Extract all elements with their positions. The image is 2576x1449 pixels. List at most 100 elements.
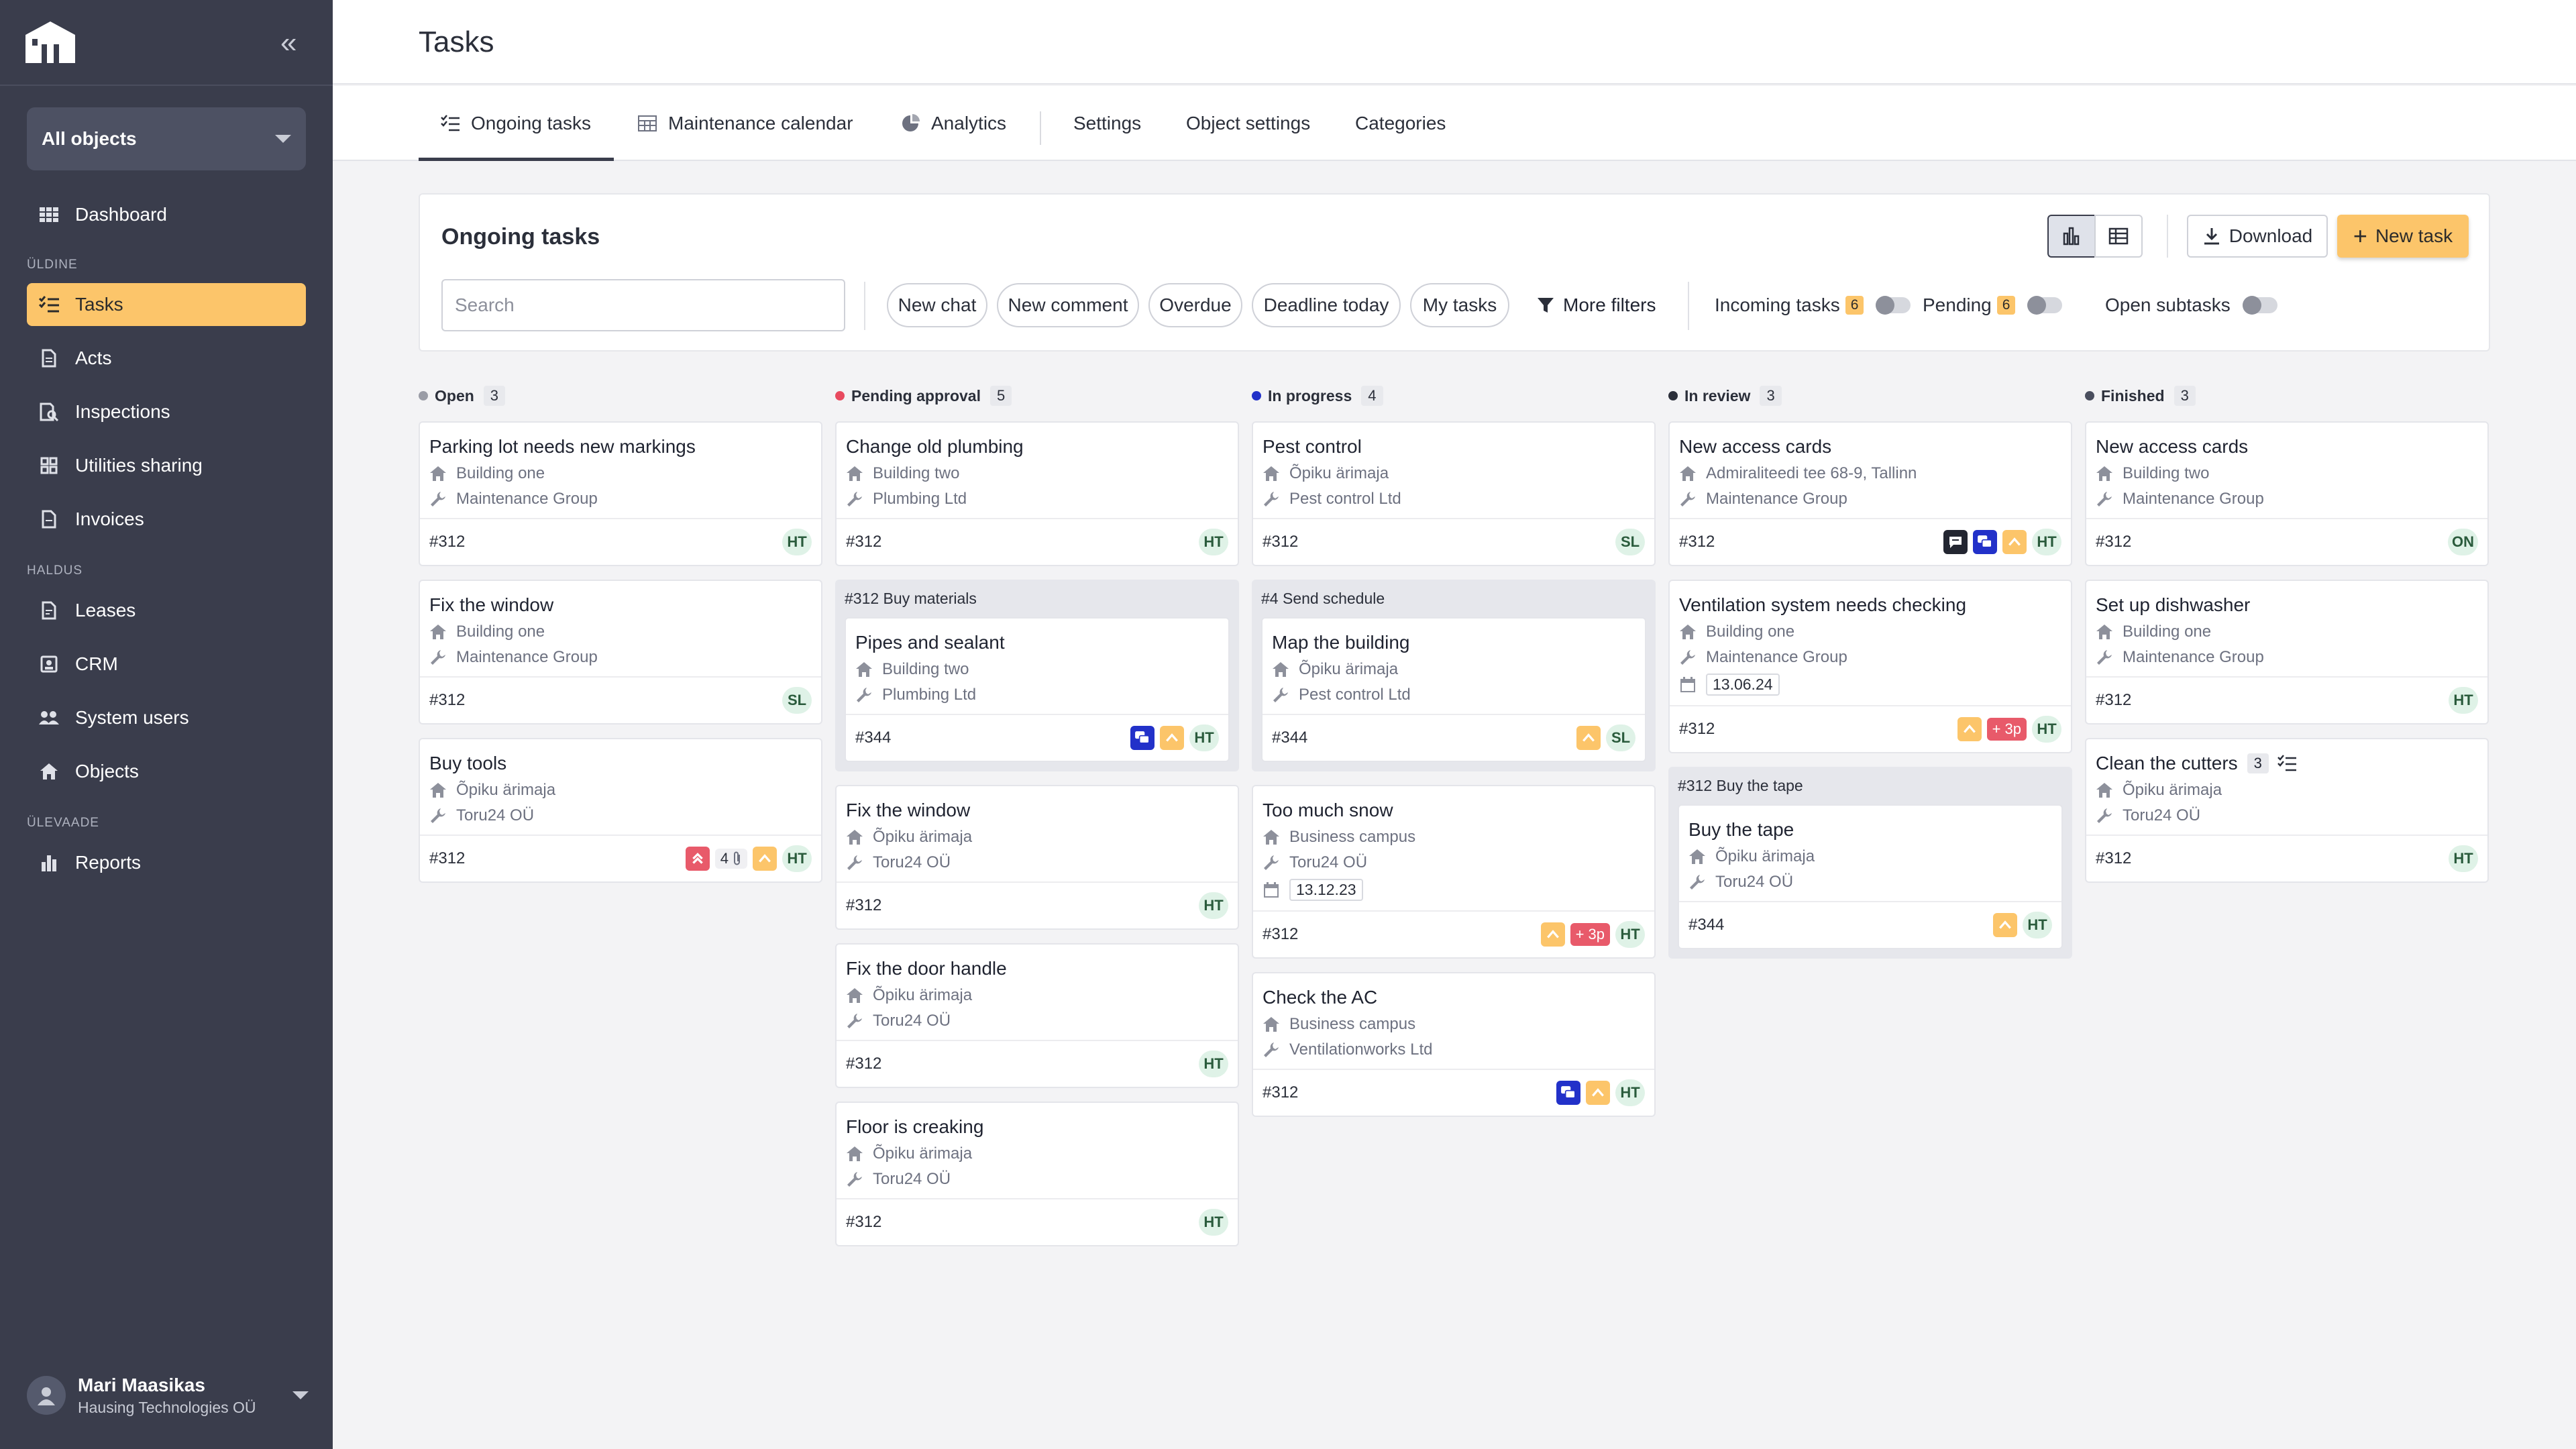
toggle-switch[interactable] <box>2027 296 2063 315</box>
task-title: New access cards <box>2096 436 2249 457</box>
assignee-avatar[interactable]: HT <box>1615 921 1645 948</box>
assignee-avatar[interactable]: HT <box>1615 1079 1645 1106</box>
assignee-avatar[interactable]: ON <box>2448 529 2478 555</box>
task-card[interactable]: Too much snow Business campus Toru24 OÜ 13.… <box>1252 785 1656 959</box>
sidebar-item-invoices[interactable]: Invoices <box>27 498 306 541</box>
priority-high-icon <box>1160 726 1184 750</box>
task-contractor: Ventilationworks Ltd <box>1263 1040 1645 1059</box>
board-view-button[interactable] <box>2047 215 2096 258</box>
user-menu[interactable]: Mari Maasikas Hausing Technologies OÜ <box>27 1368 309 1422</box>
task-card[interactable]: Ventilation system needs checking Buildin… <box>1668 580 2072 753</box>
task-card[interactable]: Fix the window Building one Maintenance Gr… <box>419 580 822 724</box>
toggle-switch[interactable] <box>1876 296 1911 315</box>
chip-new-chat[interactable]: New chat <box>887 283 987 327</box>
extra-assignees-badge: + 3p <box>1570 923 1610 946</box>
task-card[interactable]: New access cards Building two Maintenance … <box>2085 421 2489 566</box>
task-card[interactable]: Set up dishwasher Building one Maintenance… <box>2085 580 2489 724</box>
assignee-avatar[interactable]: HT <box>2449 845 2478 872</box>
assignee-avatar[interactable]: HT <box>1199 892 1228 919</box>
task-card[interactable]: Floor is creaking Õpiku ärimaja Toru24 OÜ #… <box>835 1102 1239 1246</box>
task-card[interactable]: Map the building Õpiku ärimaja Pest contro… <box>1261 617 1646 762</box>
status-dot <box>2085 391 2094 400</box>
assignee-avatar[interactable]: SL <box>1615 529 1645 555</box>
bar-chart-icon <box>38 851 60 874</box>
new-task-button[interactable]: + New task <box>2337 215 2469 258</box>
task-card[interactable]: Fix the door handle Õpiku ärimaja Toru24 O… <box>835 943 1239 1088</box>
assignee-avatar[interactable]: HT <box>2023 912 2052 938</box>
assignee-avatar[interactable]: SL <box>782 687 812 714</box>
assignee-avatar[interactable]: HT <box>2449 687 2478 714</box>
sidebar-item-utilities-sharing[interactable]: Utilities sharing <box>27 444 306 487</box>
task-card[interactable]: Fix the window Õpiku ärimaja Toru24 OÜ #312… <box>835 785 1239 930</box>
toggle-open-subtasks[interactable]: Open subtasks <box>2105 283 2277 327</box>
object-selector[interactable]: All objects <box>27 107 306 170</box>
parent-task-title[interactable]: #4 Send schedule <box>1261 589 1385 607</box>
sidebar-item-tasks[interactable]: Tasks <box>27 283 306 326</box>
chip-new-comment[interactable]: New comment <box>997 283 1139 327</box>
chip-deadline-today[interactable]: Deadline today <box>1252 283 1401 327</box>
table-view-button[interactable] <box>2094 215 2143 258</box>
card-footer: #312 HT <box>837 881 1238 928</box>
search-input[interactable] <box>441 279 845 331</box>
task-card[interactable]: Parking lot needs new markings Building o… <box>419 421 822 566</box>
task-contractor: Plumbing Ltd <box>846 490 1228 508</box>
tab-analytics[interactable]: Analytics <box>900 86 1006 161</box>
inspection-icon <box>38 400 60 423</box>
task-card[interactable]: Buy tools Õpiku ärimaja Toru24 OÜ #312 4 HT <box>419 738 822 883</box>
task-contractor: Toru24 OÜ <box>429 806 812 825</box>
sidebar-item-leases[interactable]: Leases <box>27 589 306 632</box>
assignee-avatar[interactable]: HT <box>2032 529 2061 555</box>
task-id: #344 <box>1272 729 1308 747</box>
collapse-sidebar-icon[interactable]: « <box>280 26 297 59</box>
filter-panel: Ongoing tasks New chat New comment Overd… <box>419 193 2490 352</box>
task-card[interactable]: Change old plumbing Building two Plumbing … <box>835 421 1239 566</box>
more-filters-button[interactable]: More filters <box>1536 283 1656 327</box>
task-card[interactable]: Check the AC Business campus Ventilationwo… <box>1252 972 1656 1117</box>
new-task-label: New task <box>2375 225 2453 246</box>
task-id: #312 <box>846 1213 882 1231</box>
parent-task-title[interactable]: #312 Buy materials <box>845 589 977 607</box>
chevron-down-icon <box>292 1391 309 1399</box>
toggle-switch[interactable] <box>2242 296 2277 315</box>
app-logo[interactable] <box>25 21 75 63</box>
assignee-avatar[interactable]: HT <box>1199 529 1228 555</box>
tab-object-settings[interactable]: Object settings <box>1186 86 1310 161</box>
assignee-avatar[interactable]: HT <box>782 529 812 555</box>
task-card[interactable]: New access cards Admiraliteedi tee 68-9, … <box>1668 421 2072 566</box>
subtask-group: #4 Send schedule Map the building Õpiku är… <box>1252 580 1656 771</box>
sidebar-item-crm[interactable]: CRM <box>27 643 306 686</box>
assignee-avatar[interactable]: HT <box>782 845 812 872</box>
tab-ongoing-tasks[interactable]: Ongoing tasks <box>419 86 614 161</box>
sidebar-item-acts[interactable]: Acts <box>27 337 306 380</box>
download-button[interactable]: Download <box>2187 215 2328 258</box>
task-card[interactable]: Pipes and sealant Building two Plumbing Lt… <box>845 617 1230 762</box>
assignee-avatar[interactable]: HT <box>1199 1209 1228 1236</box>
task-card[interactable]: Buy the tape Õpiku ärimaja Toru24 OÜ #344 HT <box>1678 804 2063 949</box>
task-card[interactable]: Pest control Õpiku ärimaja Pest control Lt… <box>1252 421 1656 566</box>
toggle-pending[interactable]: Pending 6 <box>1923 283 2063 327</box>
chip-my-tasks[interactable]: My tasks <box>1410 283 1509 327</box>
sidebar-item-dashboard[interactable]: Dashboard <box>27 193 306 236</box>
chip-overdue[interactable]: Overdue <box>1148 283 1242 327</box>
tab-settings[interactable]: Settings <box>1073 86 1141 161</box>
wrench-icon <box>1679 649 1697 666</box>
assignee-avatar[interactable]: HT <box>2032 716 2061 743</box>
toggle-incoming-tasks[interactable]: Incoming tasks 6 <box>1715 283 1911 327</box>
attachment-count[interactable]: 4 <box>714 849 747 869</box>
assignee-avatar[interactable]: HT <box>1199 1051 1228 1077</box>
sidebar-item-inspections[interactable]: Inspections <box>27 390 306 433</box>
users-icon <box>38 706 60 729</box>
assignee-avatar[interactable]: HT <box>1189 724 1219 751</box>
card-footer: #344 HT <box>846 714 1228 761</box>
sidebar-item-reports[interactable]: Reports <box>27 841 306 884</box>
assignee-avatar[interactable]: SL <box>1606 724 1635 751</box>
card-footer: #312 HT <box>2086 835 2487 881</box>
sidebar-item-system-users[interactable]: System users <box>27 696 306 739</box>
tab-categories[interactable]: Categories <box>1355 86 1446 161</box>
parent-task-title[interactable]: #312 Buy the tape <box>1678 776 1803 794</box>
task-title: Fix the window <box>846 800 971 820</box>
task-id: #312 <box>2096 849 2132 867</box>
sidebar-item-objects[interactable]: Objects <box>27 750 306 793</box>
tab-maintenance-calendar[interactable]: Maintenance calendar <box>637 86 853 161</box>
task-card[interactable]: Clean the cutters 3 Õpiku ärimaja Toru24 OÜ… <box>2085 738 2489 883</box>
